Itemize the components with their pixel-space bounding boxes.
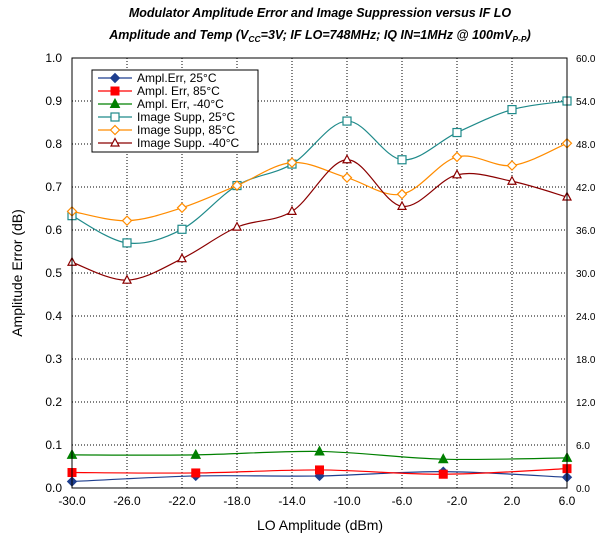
- legend-label: Ampl.Err, 25°C: [137, 71, 217, 85]
- y-axis-label: Amplitude Error (dB): [9, 209, 25, 337]
- series-line: [71, 159, 568, 281]
- data-point: [122, 238, 132, 248]
- data-point: [506, 160, 518, 171]
- legend-label: Image Supp, 25°C: [137, 110, 236, 124]
- y2-tick-label: 36.0: [576, 226, 596, 237]
- data-point: [191, 468, 201, 478]
- legend-entry: Ampl.Err, 25°C: [98, 71, 217, 85]
- legend-entry: Ampl. Err, 85°C: [98, 84, 220, 98]
- y-tick-label: 0.6: [45, 223, 62, 237]
- legend-entry: Image Supp. -40°C: [98, 136, 240, 150]
- y2-tick-label: 24.0: [576, 312, 596, 323]
- legend-entry: Image Supp, 25°C: [98, 110, 236, 124]
- data-point: [452, 169, 462, 179]
- legend-swatch-marker: [110, 137, 120, 147]
- data-point: [342, 153, 352, 164]
- x-tick-label: -2.0: [447, 494, 468, 508]
- y2-tick-label: 54.0: [576, 97, 596, 108]
- y-tick-label: 0.8: [45, 137, 62, 151]
- title-subscript: P-P: [512, 34, 527, 44]
- data-point: [507, 104, 517, 115]
- data-point: [122, 274, 132, 284]
- y-tick-label: 0.7: [45, 180, 62, 194]
- y2-tick-label: 12.0: [576, 398, 596, 409]
- legend-label: Ampl. Err, 85°C: [137, 84, 220, 98]
- y2-tick-label: 60.0: [576, 54, 596, 65]
- y2-tick-label: 18.0: [576, 355, 596, 366]
- data-point: [190, 448, 202, 459]
- y-tick-label: 0.9: [45, 94, 62, 108]
- series-line: [71, 142, 568, 222]
- legend-entry: Image Supp, 85°C: [98, 123, 236, 137]
- data-point: [287, 205, 297, 215]
- data-point: [315, 465, 324, 475]
- x-tick-label: -10.0: [333, 494, 361, 508]
- x-tick-label: -22.0: [168, 494, 196, 508]
- title-part: =3V; IF LO=748MHz; IQ IN=1MHz @ 100mV: [261, 28, 514, 42]
- y-tick-label: 0.0: [45, 481, 62, 495]
- legend-swatch-marker: [109, 97, 121, 108]
- tick-labels: -30.0 -26.0 -22.0 -18.0 -14.0 -10.0 -6.0 -2.0 2.…: [45, 51, 596, 508]
- y-tick-label: 1.0: [45, 51, 62, 65]
- x-tick-label: -14.0: [278, 494, 306, 508]
- series-4: [66, 137, 573, 227]
- y2-tick-label: 0.0: [576, 484, 590, 495]
- y-tick-label: 0.2: [45, 395, 62, 409]
- title-part: ): [525, 28, 531, 42]
- legend-label: Image Supp. -40°C: [137, 136, 240, 150]
- title-part: Amplitude and Temp (V: [108, 28, 250, 42]
- y2-tick-label: 42.0: [576, 183, 596, 194]
- x-tick-label: -18.0: [223, 494, 251, 508]
- data-point: [232, 221, 242, 231]
- data-point: [286, 157, 298, 168]
- data-point: [314, 445, 325, 456]
- legend-label: Image Supp, 85°C: [137, 123, 236, 137]
- y-tick-label: 0.3: [45, 352, 62, 366]
- data-point: [231, 180, 243, 191]
- x-tick-label: -26.0: [113, 494, 141, 508]
- chart-title-line2: Amplitude and Temp (VCC=3V; IF LO=748MHz…: [108, 28, 530, 44]
- data-point: [397, 155, 407, 165]
- y-tick-label: 0.5: [45, 266, 62, 280]
- data-point: [176, 252, 188, 263]
- data-point: [177, 224, 187, 234]
- data-point: [397, 200, 407, 210]
- title-subscript: CC: [248, 34, 261, 44]
- legend-swatch-marker: [110, 112, 120, 122]
- legend-label: Ampl. Err, -40°C: [137, 97, 224, 111]
- y-tick-label: 0.4: [45, 309, 62, 323]
- x-tick-label: -30.0: [58, 494, 86, 508]
- x-tick-label: -6.0: [392, 494, 413, 508]
- x-axis-label: LO Amplitude (dBm): [257, 517, 383, 533]
- data-point: [507, 175, 517, 185]
- y2-tick-label: 6.0: [576, 441, 590, 452]
- data-point: [341, 172, 353, 184]
- data-point: [342, 116, 352, 126]
- y-tick-label: 0.1: [45, 438, 62, 452]
- data-point: [438, 469, 448, 479]
- data-point: [396, 188, 408, 200]
- series-line: [71, 100, 568, 244]
- series-5: [67, 153, 572, 284]
- legend-swatch-marker: [109, 72, 121, 84]
- data-point: [121, 215, 133, 227]
- data-point: [176, 202, 188, 214]
- legend-box: [91, 69, 259, 153]
- x-tick-label: 6.0: [559, 494, 576, 508]
- legend-entry: Ampl. Err, -40°C: [98, 97, 224, 111]
- data-point: [452, 127, 462, 138]
- chart-title-line1: Modulator Amplitude Error and Image Supp…: [129, 6, 512, 20]
- plot-area-frame: [71, 57, 568, 489]
- series-lines: [66, 96, 573, 487]
- legend-swatch-marker: [109, 124, 121, 136]
- legend-swatch-marker: [110, 86, 120, 96]
- data-point: [437, 453, 449, 464]
- y2-tick-label: 48.0: [576, 140, 596, 151]
- y2-tick-label: 30.0: [576, 269, 596, 280]
- series-2: [66, 445, 573, 464]
- data-point: [451, 151, 463, 163]
- x-tick-label: 2.0: [504, 494, 521, 508]
